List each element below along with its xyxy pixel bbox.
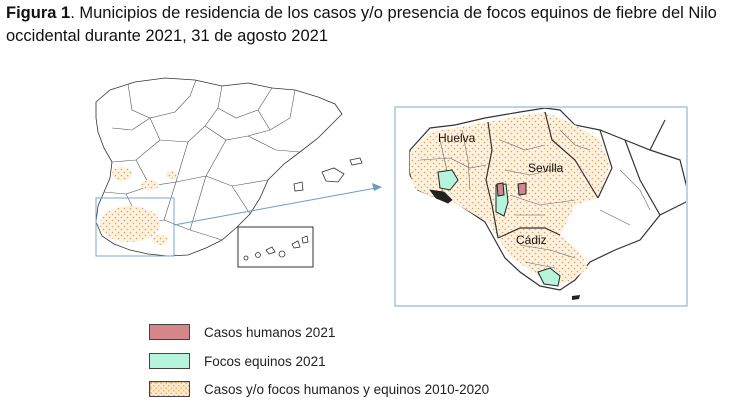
legend-label-human-cases: Casos humanos 2021 bbox=[204, 324, 336, 340]
small-island bbox=[572, 295, 580, 300]
figure-label: Figura 1 bbox=[6, 4, 71, 22]
province-borders bbox=[103, 79, 301, 241]
legend-label-equine-outbreaks: Focos equinos 2021 bbox=[204, 353, 326, 369]
human-case-2 bbox=[517, 182, 527, 196]
highlight-box bbox=[95, 197, 175, 257]
coast-estuary bbox=[429, 189, 453, 204]
equine-outbreak-huelva bbox=[437, 169, 459, 191]
label-cadiz: Cádiz bbox=[516, 233, 547, 247]
inset-municipality-borders bbox=[419, 129, 651, 269]
equine-outbreak-cadiz bbox=[537, 267, 561, 287]
caption-text: . Municipios de residencia de los casos … bbox=[6, 4, 717, 45]
inset-province-borders bbox=[485, 111, 666, 239]
legend-item-equine-outbreaks: Focos equinos 2021 bbox=[149, 352, 326, 370]
legend-swatch-human-cases bbox=[149, 324, 190, 340]
label-sevilla: Sevilla bbox=[528, 161, 564, 175]
inset-dotted-region bbox=[410, 112, 610, 284]
balearic-mallorca bbox=[321, 167, 345, 183]
main-map-dotted-areas bbox=[100, 167, 178, 245]
canary-islands-inset bbox=[237, 226, 314, 268]
figure-caption: Figura 1. Municipios de residencia de lo… bbox=[6, 2, 746, 48]
balearic-menorca bbox=[349, 157, 363, 166]
legend-swatch-equine-outbreaks bbox=[149, 353, 190, 369]
legend-item-human-cases: Casos humanos 2021 bbox=[149, 323, 335, 341]
legend-item-historic-cases: Casos y/o focos humanos y equinos 2010-2… bbox=[149, 380, 489, 398]
andalucia-inset: Huelva Sevilla Cádiz bbox=[394, 106, 688, 307]
legend-label-historic-cases: Casos y/o focos humanos y equinos 2010-2… bbox=[204, 381, 490, 397]
label-huelva: Huelva bbox=[438, 131, 476, 145]
legend-swatch-historic-cases bbox=[149, 381, 190, 397]
balearic-ibiza bbox=[293, 181, 304, 192]
zoom-arrow bbox=[173, 183, 382, 226]
human-case-1 bbox=[496, 182, 505, 197]
spain-map bbox=[95, 77, 363, 257]
